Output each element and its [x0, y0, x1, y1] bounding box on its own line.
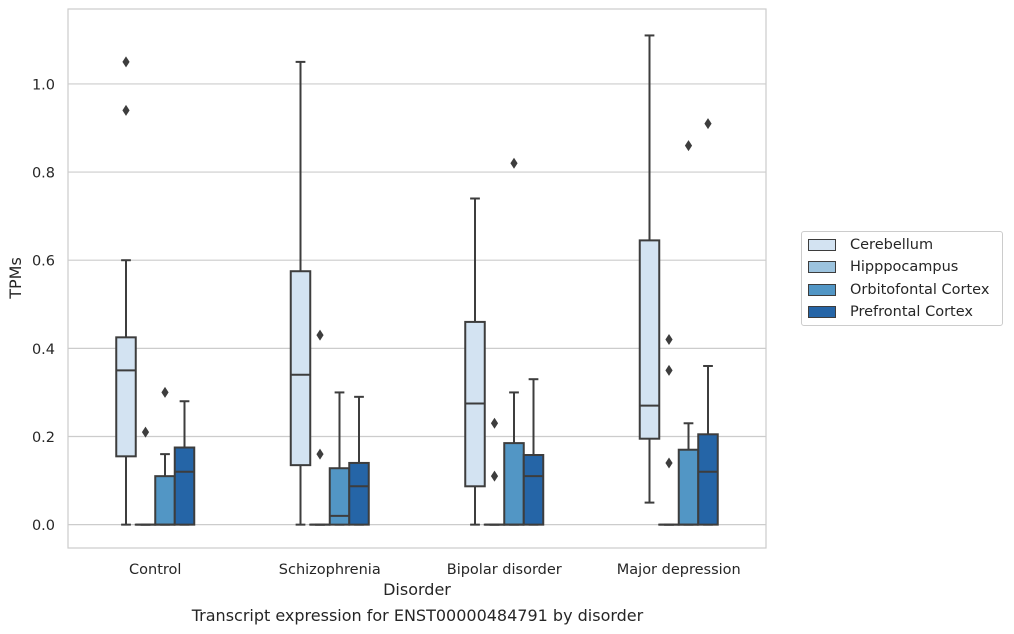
legend-label: Cerebellum: [850, 237, 934, 253]
box-3-1: [658, 334, 680, 526]
y-tick-label: 0.6: [32, 254, 55, 270]
plot-frame: [67, 8, 767, 549]
outlier-point: [161, 386, 169, 398]
legend-label: Hipppocampus: [850, 259, 959, 276]
outlier-point: [141, 426, 150, 438]
box-2-1: [483, 417, 506, 526]
outlier-point: [122, 104, 130, 116]
box-0-1: [134, 426, 157, 526]
chart-caption: Transcript expression for ENST0000048479…: [191, 606, 644, 625]
y-tick-labels: 0.0 0.2 0.4 0.6 0.8 1.0: [32, 77, 55, 534]
outlier-point: [665, 457, 673, 469]
y-tick-label: 0.8: [32, 166, 55, 182]
box-body: [677, 448, 700, 526]
legend-item: Cerebellum: [808, 235, 933, 255]
legend-item: Orbitofontal Cortex: [808, 280, 989, 300]
legend-swatch: [808, 305, 836, 318]
box-body: [154, 475, 176, 526]
box-0-2: [154, 386, 176, 526]
legend-swatch: [808, 261, 836, 274]
box-body: [522, 454, 545, 526]
x-tick-label: Schizophrenia: [279, 562, 381, 578]
box-1-0: [289, 60, 312, 526]
box-series: [115, 34, 719, 526]
legend: Cerebellum Hipppocampus Orbitofontal Corte…: [801, 231, 1003, 326]
box-2-0: [464, 197, 486, 526]
box-2-2: [503, 157, 525, 526]
outlier-point: [510, 157, 518, 169]
x-tick-labels: Control Schizophrenia Bipolar disorder Majo…: [129, 562, 741, 578]
box-body: [115, 336, 137, 458]
outlier-point: [122, 56, 130, 68]
box-0-3: [173, 400, 196, 526]
box-body: [348, 461, 370, 526]
box-body: [697, 433, 719, 526]
legend-swatch: [808, 283, 836, 296]
box-3-0: [638, 34, 661, 504]
box-1-3: [348, 395, 370, 526]
y-tick-label: 0.0: [32, 518, 55, 534]
outlier-point: [490, 470, 499, 482]
box-body: [173, 446, 196, 526]
x-tick-label: Control: [129, 562, 181, 578]
outlier-point: [490, 417, 499, 429]
box-3-2: [677, 140, 700, 526]
y-tick-label: 0.2: [32, 430, 55, 446]
outlier-point: [704, 118, 712, 130]
box-3-3: [697, 118, 719, 526]
grid-lines: [68, 83, 766, 526]
outlier-point: [684, 140, 693, 152]
y-axis-label: TPMs: [6, 257, 25, 300]
legend-swatch: [808, 239, 836, 251]
y-tick-label: 0.4: [32, 342, 55, 358]
legend-label: Prefrontal Cortex: [850, 303, 973, 320]
box-body: [503, 442, 525, 526]
x-axis-label: Disorder: [383, 580, 451, 599]
box-body: [289, 270, 312, 467]
outlier-point: [665, 364, 673, 376]
box-1-1: [309, 329, 331, 526]
x-tick-label: Major depression: [617, 562, 741, 578]
outlier-point: [316, 448, 324, 460]
box-1-2: [328, 391, 351, 526]
box-body: [638, 239, 661, 440]
x-tick-label: Bipolar disorder: [447, 562, 562, 578]
outlier-point: [665, 334, 673, 346]
legend-label: Orbitofontal Cortex: [850, 281, 990, 298]
outlier-point: [316, 329, 324, 341]
legend-item: Prefrontal Cortex: [808, 302, 973, 322]
box-2-3: [522, 378, 545, 526]
box-0-0: [115, 56, 137, 526]
y-tick-label: 1.0: [32, 77, 55, 93]
legend-item: Hipppocampus: [808, 257, 958, 277]
